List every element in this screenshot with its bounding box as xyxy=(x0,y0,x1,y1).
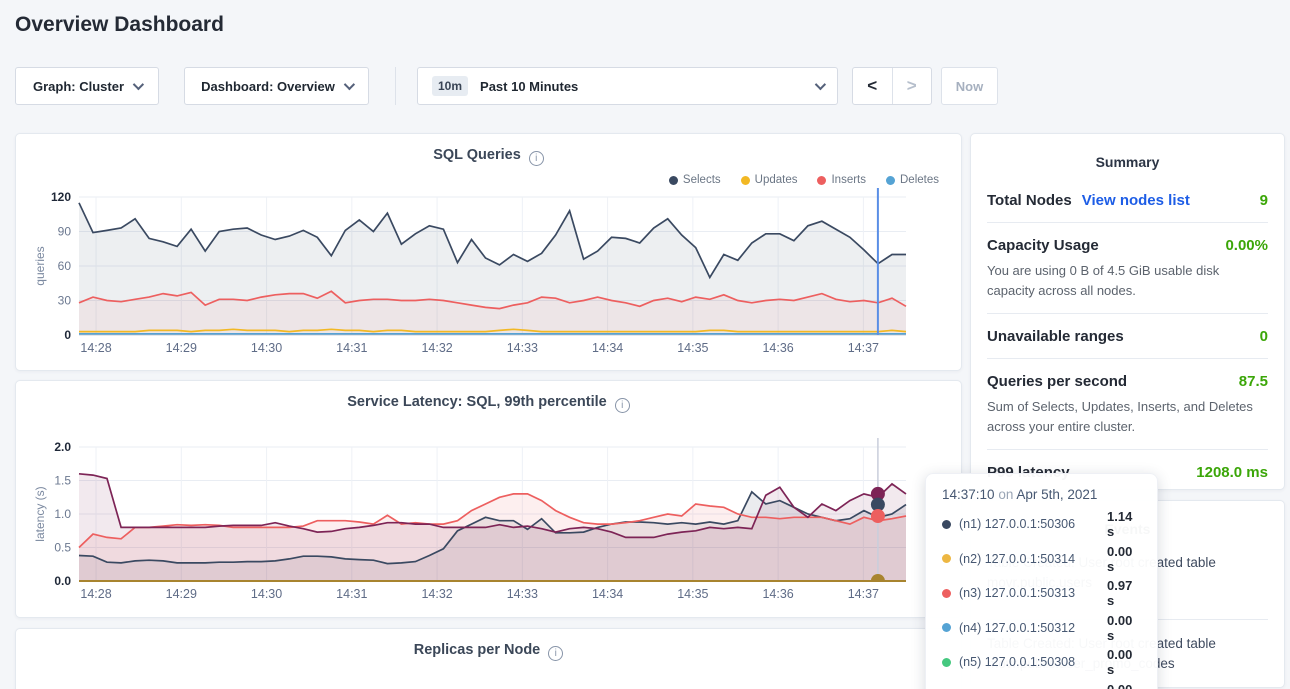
overview-dashboard-page: Overview Dashboard Graph: Cluster Dashbo… xyxy=(0,0,1290,689)
prev-time-button[interactable]: < xyxy=(853,68,893,104)
tooltip-node-row: (n5) 127.0.0.1:50308 0.00 s xyxy=(942,647,1141,677)
svg-text:14:34: 14:34 xyxy=(592,341,623,355)
svg-text:30: 30 xyxy=(58,294,72,308)
unavailable-ranges-value: 0 xyxy=(1260,328,1268,345)
series-dot xyxy=(942,589,951,598)
graph-dropdown[interactable]: Graph: Cluster xyxy=(15,67,159,105)
svg-text:14:30: 14:30 xyxy=(251,341,282,355)
summary-row-total-nodes: Total Nodes View nodes list 9 xyxy=(987,178,1268,223)
sql-queries-chart[interactable]: 0 30 60 90 120 14:28 14:29 14:30 14:31 14:32 14:33… xyxy=(16,134,961,370)
series-dot xyxy=(942,623,951,632)
replicas-per-node-title: Replicas per Nodei xyxy=(16,642,961,661)
replicas-per-node-card: Replicas per Nodei xyxy=(15,628,962,689)
svg-text:0.0: 0.0 xyxy=(54,574,71,588)
svg-text:14:35: 14:35 xyxy=(677,341,708,355)
svg-text:60: 60 xyxy=(58,259,72,273)
total-nodes-value: 9 xyxy=(1260,192,1268,209)
sql-queries-card: SQL Queriesi Selects Updates Inserts Del… xyxy=(15,133,962,371)
graph-dropdown-label: Graph: Cluster xyxy=(33,79,124,94)
svg-text:14:36: 14:36 xyxy=(762,341,793,355)
series-dot xyxy=(942,554,951,563)
svg-text:0: 0 xyxy=(64,328,71,342)
summary-panel: Summary Total Nodes View nodes list 9 Ca… xyxy=(970,133,1285,490)
qps-value: 87.5 xyxy=(1239,373,1268,390)
svg-text:14:32: 14:32 xyxy=(421,587,452,601)
svg-text:latency (s): latency (s) xyxy=(33,486,47,541)
svg-text:14:30: 14:30 xyxy=(251,587,282,601)
time-range-label: Past 10 Minutes xyxy=(480,79,578,94)
chevron-down-icon xyxy=(344,79,355,90)
service-latency-card: Service Latency: SQL, 99th percentilei 0… xyxy=(15,380,962,618)
time-range-badge: 10m xyxy=(432,76,468,96)
tooltip-node-row: (n6) 127.0.0.1:50310 0.00 s xyxy=(942,682,1141,689)
svg-text:14:34: 14:34 xyxy=(592,587,623,601)
time-range-selector[interactable]: 10m Past 10 Minutes xyxy=(417,67,838,105)
summary-heading: Summary xyxy=(971,134,1284,170)
svg-text:0.5: 0.5 xyxy=(54,541,71,555)
chevron-down-icon xyxy=(133,79,144,90)
svg-text:14:31: 14:31 xyxy=(336,341,367,355)
capacity-value: 0.00% xyxy=(1225,237,1268,254)
series-dot xyxy=(942,658,951,667)
tooltip-node-row: (n4) 127.0.0.1:50312 0.00 s xyxy=(942,613,1141,643)
tooltip-node-row: (n2) 127.0.0.1:50314 0.00 s xyxy=(942,544,1141,574)
page-title: Overview Dashboard xyxy=(15,13,224,37)
svg-text:14:31: 14:31 xyxy=(336,587,367,601)
dashboard-dropdown[interactable]: Dashboard: Overview xyxy=(184,67,369,105)
svg-text:120: 120 xyxy=(51,190,71,204)
svg-text:14:37: 14:37 xyxy=(848,587,879,601)
svg-text:14:28: 14:28 xyxy=(80,587,111,601)
svg-text:14:33: 14:33 xyxy=(507,341,538,355)
svg-text:2.0: 2.0 xyxy=(54,440,71,454)
svg-text:1.5: 1.5 xyxy=(54,474,71,488)
svg-text:90: 90 xyxy=(58,225,72,239)
dashboard-dropdown-label: Dashboard: Overview xyxy=(201,79,335,94)
view-nodes-list-link[interactable]: View nodes list xyxy=(1082,192,1190,209)
tooltip-timestamp: 14:37:10 on Apr 5th, 2021 xyxy=(942,487,1141,502)
svg-text:14:29: 14:29 xyxy=(166,341,197,355)
now-button[interactable]: Now xyxy=(941,67,998,105)
svg-text:1.0: 1.0 xyxy=(54,507,71,521)
chevron-left-icon: < xyxy=(867,76,877,96)
p99-latency-value: 1208.0 ms xyxy=(1196,464,1268,481)
svg-text:14:33: 14:33 xyxy=(507,587,538,601)
svg-text:14:37: 14:37 xyxy=(848,341,879,355)
svg-text:queries: queries xyxy=(33,246,47,285)
summary-row-unavailable-ranges: Unavailable ranges 0 xyxy=(987,314,1268,359)
tooltip-node-row: (n1) 127.0.0.1:50306 1.14 s xyxy=(942,509,1141,539)
svg-text:14:29: 14:29 xyxy=(166,587,197,601)
controls-divider xyxy=(395,67,396,105)
chevron-down-icon xyxy=(815,79,826,90)
tooltip-node-row: (n3) 127.0.0.1:50313 0.97 s xyxy=(942,578,1141,608)
time-pager: < > xyxy=(852,67,932,105)
svg-text:14:36: 14:36 xyxy=(762,587,793,601)
info-icon[interactable]: i xyxy=(548,646,563,661)
summary-row-qps: Queries per second 87.5 Sum of Selects, … xyxy=(987,359,1268,450)
service-latency-chart[interactable]: 0.0 0.5 1.0 1.5 2.0 14:28 14:29 14:30 14:31 14:32… xyxy=(16,381,961,617)
summary-row-capacity: Capacity Usage 0.00% You are using 0 B o… xyxy=(987,223,1268,314)
series-dot xyxy=(942,520,951,529)
chart-hover-tooltip: 14:37:10 on Apr 5th, 2021 (n1) 127.0.0.1… xyxy=(925,473,1158,689)
chevron-right-icon: > xyxy=(907,76,917,96)
next-time-button[interactable]: > xyxy=(893,68,932,104)
svg-text:14:32: 14:32 xyxy=(421,341,452,355)
svg-text:14:28: 14:28 xyxy=(80,341,111,355)
svg-text:14:35: 14:35 xyxy=(677,587,708,601)
